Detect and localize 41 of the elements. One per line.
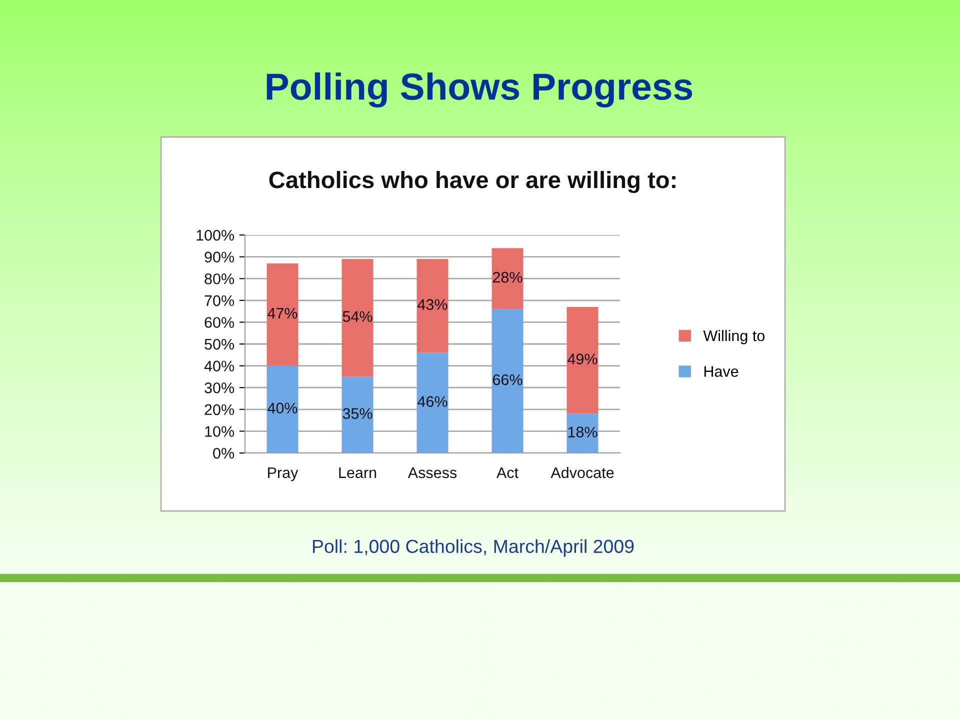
- y-tick-label: 80%: [204, 273, 234, 284]
- y-tick-label: 40%: [204, 360, 234, 372]
- y-tick-label: 10%: [205, 426, 234, 437]
- bar: [342, 376, 374, 453]
- data-label: 49%: [568, 354, 598, 364]
- data-label: 18%: [568, 426, 598, 438]
- bar: [492, 248, 524, 310]
- y-tick-label: 90%: [204, 252, 234, 262]
- data-label: 43%: [418, 299, 448, 310]
- y-tick-label: 0%: [213, 448, 234, 459]
- chart-subtitle: Catholics who have or are willing to:: [269, 170, 676, 194]
- y-tick-label: 100%: [196, 230, 234, 241]
- bar: [416, 352, 448, 453]
- legend-label: Have: [704, 366, 738, 377]
- data-label: 28%: [492, 272, 522, 283]
- y-tick-label: 60%: [204, 317, 234, 328]
- data-label: 40%: [268, 402, 298, 414]
- x-tick-label: Act: [496, 467, 518, 478]
- x-tick-label: Pray: [268, 467, 298, 482]
- bar: [566, 414, 598, 453]
- data-label: 46%: [418, 396, 448, 407]
- text: Poll: 1,000 Catholics, March/April 2009: [313, 539, 634, 557]
- bar: [266, 366, 298, 453]
- bar: [492, 309, 524, 453]
- data-label: 35%: [342, 408, 372, 419]
- x-tick-label: Advocate: [550, 466, 614, 478]
- chart-title: Polling Shows Progress: [266, 72, 692, 108]
- bar: [342, 258, 374, 377]
- data-label: 47%: [268, 308, 298, 319]
- data-label: 54%: [342, 311, 372, 322]
- y-tick-label: 50%: [204, 338, 234, 350]
- bar: [266, 263, 298, 366]
- legend-label: Willing to: [703, 330, 765, 344]
- bar: [566, 306, 598, 414]
- y-tick-label: 20%: [204, 404, 234, 416]
- y-tick-label: 30%: [204, 382, 234, 394]
- data-label: 66%: [492, 374, 522, 386]
- bar: [416, 258, 448, 353]
- x-tick-label: Learn: [339, 467, 376, 478]
- y-tick-label: 70%: [204, 295, 234, 306]
- x-tick-label: Assess: [408, 467, 457, 478]
